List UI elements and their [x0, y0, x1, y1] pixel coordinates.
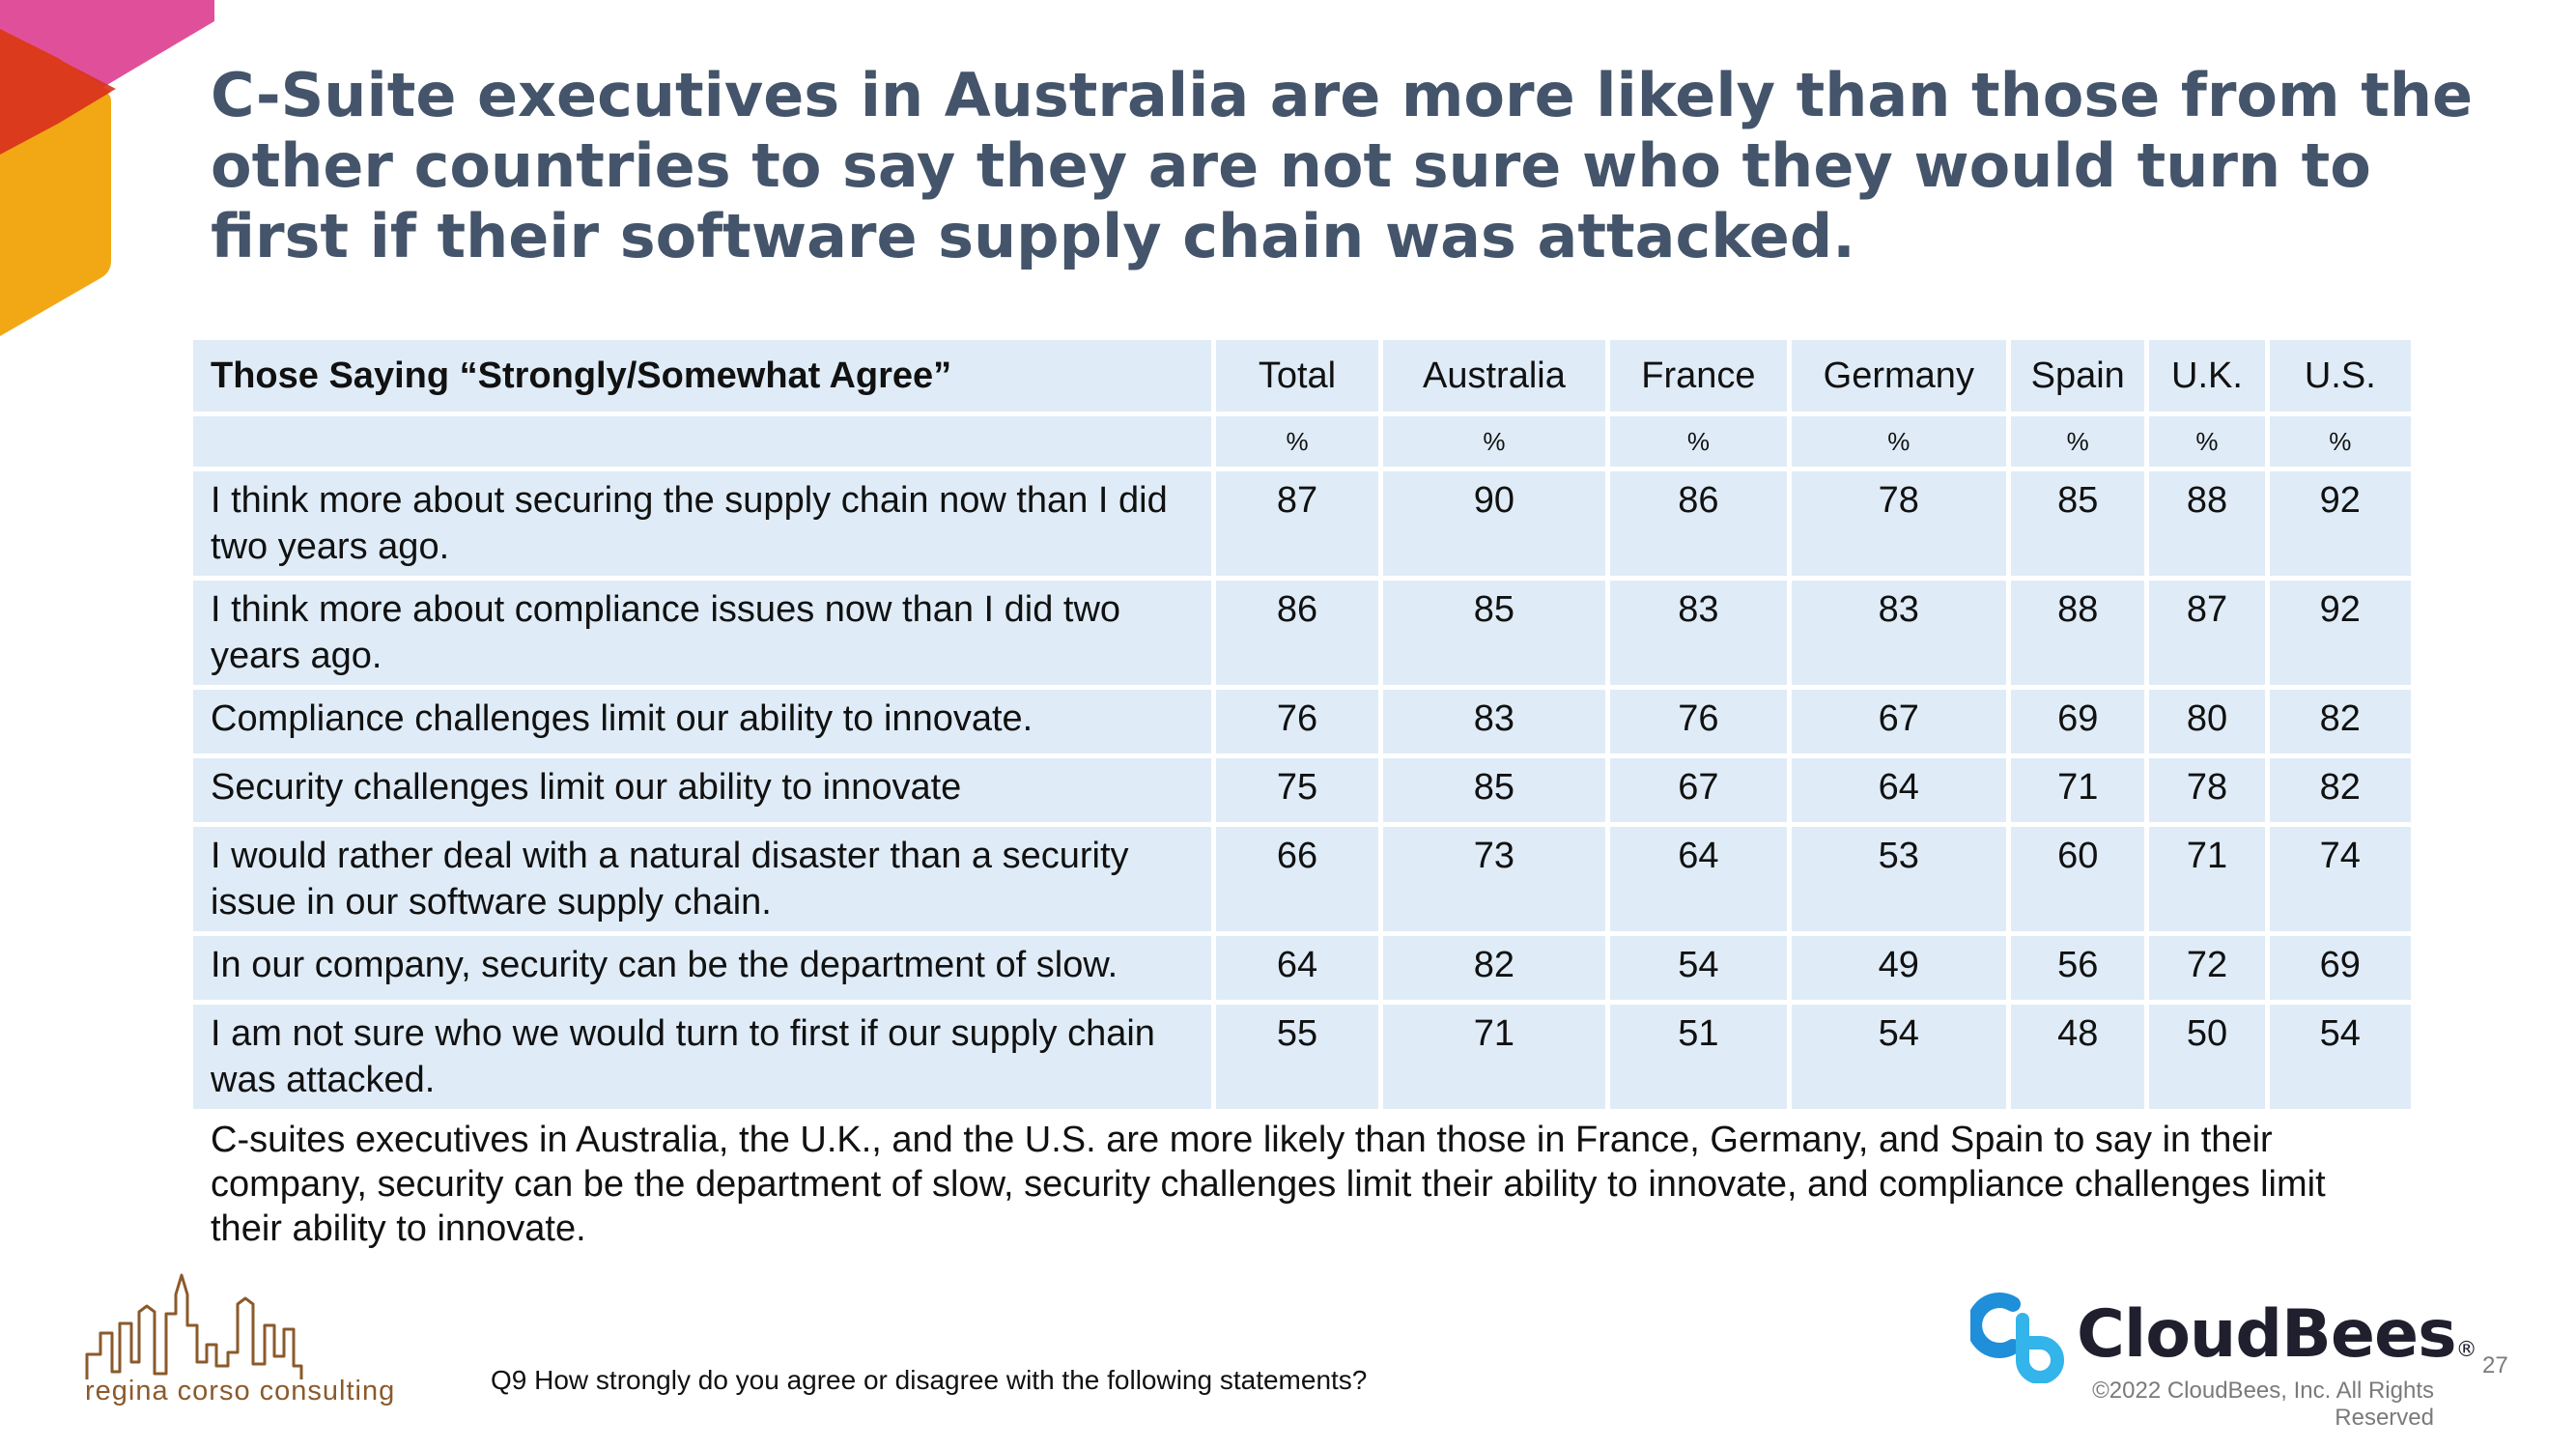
value-cell: 64 [1610, 827, 1787, 931]
value-cell: 85 [2011, 471, 2145, 576]
statement-cell: Compliance challenges limit our ability … [193, 690, 1212, 753]
unit-cell: % [1791, 416, 2007, 467]
consultant-logo-text: regina corso consulting [85, 1376, 396, 1406]
value-cell: 87 [1216, 471, 1378, 576]
value-cell: 67 [1610, 758, 1787, 822]
unit-cell: % [1382, 416, 1606, 467]
value-cell: 78 [1791, 471, 2007, 576]
value-cell: 92 [2269, 471, 2411, 576]
value-cell: 64 [1791, 758, 2007, 822]
value-cell: 75 [1216, 758, 1378, 822]
column-header-total: Total [1216, 340, 1378, 412]
statement-cell: I would rather deal with a natural disas… [193, 827, 1212, 931]
statement-cell: I think more about compliance issues now… [193, 581, 1212, 685]
value-cell: 50 [2149, 1005, 2265, 1109]
skyline-logo-icon [85, 1273, 303, 1379]
column-header-spain: Spain [2011, 340, 2145, 412]
statement-cell: I think more about securing the supply c… [193, 471, 1212, 576]
value-cell: 55 [1216, 1005, 1378, 1109]
value-cell: 71 [2149, 827, 2265, 931]
unit-row: % % % % % % % [193, 416, 2411, 467]
value-cell: 48 [2011, 1005, 2145, 1109]
value-cell: 83 [1382, 690, 1606, 753]
value-cell: 66 [1216, 827, 1378, 931]
unit-cell: % [2149, 416, 2265, 467]
value-cell: 72 [2149, 936, 2265, 1000]
value-cell: 54 [1610, 936, 1787, 1000]
value-cell: 82 [1382, 936, 1606, 1000]
column-header-germany: Germany [1791, 340, 2007, 412]
value-cell: 71 [2011, 758, 2145, 822]
value-cell: 85 [1382, 581, 1606, 685]
value-cell: 88 [2149, 471, 2265, 576]
statement-cell: I am not sure who we would turn to first… [193, 1005, 1212, 1109]
table-row: Security challenges limit our ability to… [193, 758, 2411, 822]
results-table: Those Saying “Strongly/Somewhat Agree” T… [188, 335, 2416, 1114]
value-cell: 83 [1610, 581, 1787, 685]
value-cell: 76 [1610, 690, 1787, 753]
column-header-australia: Australia [1382, 340, 1606, 412]
value-cell: 67 [1791, 690, 2007, 753]
table-header-row: Those Saying “Strongly/Somewhat Agree” T… [193, 340, 2411, 412]
value-cell: 82 [2269, 758, 2411, 822]
value-cell: 78 [2149, 758, 2265, 822]
value-cell: 69 [2011, 690, 2145, 753]
value-cell: 86 [1610, 471, 1787, 576]
row-header-label: Those Saying “Strongly/Somewhat Agree” [193, 340, 1212, 412]
value-cell: 49 [1791, 936, 2007, 1000]
page-number: 27 [2482, 1352, 2508, 1378]
value-cell: 69 [2269, 936, 2411, 1000]
copyright-text: ©2022 CloudBees, Inc. All Rights Reserve… [2092, 1378, 2434, 1431]
value-cell: 86 [1216, 581, 1378, 685]
value-cell: 87 [2149, 581, 2265, 685]
value-cell: 64 [1216, 936, 1378, 1000]
unit-cell: % [1216, 416, 1378, 467]
value-cell: 54 [1791, 1005, 2007, 1109]
column-header-us: U.S. [2269, 340, 2411, 412]
brand-wordmark: CloudBees [2077, 1296, 2457, 1373]
value-cell: 51 [1610, 1005, 1787, 1109]
value-cell: 83 [1791, 581, 2007, 685]
registered-mark: ® [2455, 1338, 2477, 1362]
brand-name: CloudBees® [2077, 1296, 2477, 1373]
value-cell: 73 [1382, 827, 1606, 931]
value-cell: 74 [2269, 827, 2411, 931]
value-cell: 85 [1382, 758, 1606, 822]
unit-cell: % [1610, 416, 1787, 467]
table-row: Compliance challenges limit our ability … [193, 690, 2411, 753]
statement-cell: In our company, security can be the depa… [193, 936, 1212, 1000]
summary-text: C-suites executives in Australia, the U.… [211, 1120, 2326, 1249]
value-cell: 53 [1791, 827, 2007, 931]
value-cell: 56 [2011, 936, 2145, 1000]
table-body: I think more about securing the supply c… [193, 471, 2411, 1109]
page-title: C-Suite executives in Australia are more… [211, 60, 2474, 271]
value-cell: 82 [2269, 690, 2411, 753]
value-cell: 60 [2011, 827, 2145, 931]
question-footnote: Q9 How strongly do you agree or disagree… [491, 1365, 1368, 1395]
value-cell: 76 [1216, 690, 1378, 753]
statement-cell: Security challenges limit our ability to… [193, 758, 1212, 822]
table-row: I think more about compliance issues now… [193, 581, 2411, 685]
table-row: I am not sure who we would turn to first… [193, 1005, 2411, 1109]
value-cell: 88 [2011, 581, 2145, 685]
column-header-france: France [1610, 340, 1787, 412]
table-row: In our company, security can be the depa… [193, 936, 2411, 1000]
value-cell: 90 [1382, 471, 1606, 576]
unit-cell-empty [193, 416, 1212, 467]
table-row: I would rather deal with a natural disas… [193, 827, 2411, 931]
column-header-uk: U.K. [2149, 340, 2265, 412]
value-cell: 71 [1382, 1005, 1606, 1109]
value-cell: 54 [2269, 1005, 2411, 1109]
cloudbees-logo-icon [1970, 1293, 2064, 1383]
unit-cell: % [2269, 416, 2411, 467]
table-row: I think more about securing the supply c… [193, 471, 2411, 576]
unit-cell: % [2011, 416, 2145, 467]
value-cell: 92 [2269, 581, 2411, 685]
corner-decoration [0, 0, 214, 336]
value-cell: 80 [2149, 690, 2265, 753]
